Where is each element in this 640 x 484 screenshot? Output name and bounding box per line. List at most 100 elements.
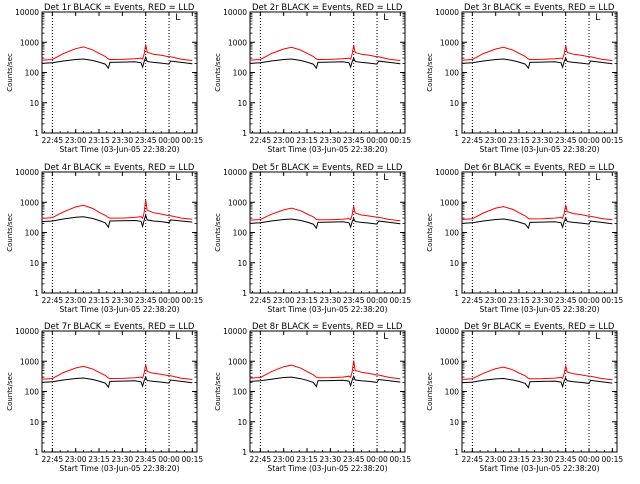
corner-mark: L <box>175 173 180 183</box>
y-tick-label: 100 <box>233 388 248 397</box>
panel-title: Det 4r BLACK = Events, RED = LLD <box>44 163 195 173</box>
x-tick-label: 22:45 <box>42 296 64 305</box>
y-axis-label: Counts/sec <box>6 53 14 92</box>
panel-title: Det 9r BLACK = Events, RED = LLD <box>464 322 615 332</box>
x-tick-label: 00:15 <box>390 296 412 305</box>
x-axis-label: Start Time (03-Jun-05 22:38:20) <box>480 305 600 314</box>
x-tick-label: 00:00 <box>578 136 600 145</box>
x-tick-label: 23:00 <box>485 296 507 305</box>
series-line-lld <box>461 45 613 61</box>
y-tick-label: 10000 <box>15 327 39 336</box>
x-tick-label: 23:15 <box>296 455 318 464</box>
x-tick-label: 00:15 <box>182 296 204 305</box>
corner-mark: L <box>383 13 388 23</box>
y-axis-label: Counts/sec <box>426 53 434 92</box>
series-line-lld <box>41 44 193 61</box>
y-axis-label: Counts/sec <box>6 372 14 411</box>
x-tick-label: 23:30 <box>320 296 342 305</box>
y-tick-label: 1000 <box>20 357 39 366</box>
x-axis-label: Start Time (03-Jun-05 22:38:20) <box>480 145 600 154</box>
x-tick-label: 23:30 <box>532 455 554 464</box>
x-tick-label: 23:00 <box>273 136 295 145</box>
y-tick-label: 10000 <box>435 168 459 177</box>
y-tick-label: 100 <box>445 388 460 397</box>
y-tick-label: 1000 <box>228 198 247 207</box>
y-tick-label: 1 <box>454 129 459 138</box>
x-tick-label: 23:45 <box>555 296 577 305</box>
y-tick-label: 10 <box>29 259 39 268</box>
x-tick-label: 00:00 <box>578 455 600 464</box>
y-tick-label: 1 <box>242 129 247 138</box>
y-tick-label: 100 <box>25 69 40 78</box>
y-tick-label: 10 <box>237 259 247 268</box>
x-axis-label: Start Time (03-Jun-05 22:38:20) <box>60 145 180 154</box>
x-axis-label: Start Time (03-Jun-05 22:38:20) <box>268 464 388 473</box>
x-tick-label: 23:45 <box>135 136 157 145</box>
x-tick-label: 00:15 <box>602 136 624 145</box>
plot-frame <box>249 330 406 453</box>
series-line-events <box>41 55 193 70</box>
y-tick-label: 10 <box>237 418 247 427</box>
panel-title: Det 7r BLACK = Events, RED = LLD <box>44 322 195 332</box>
x-axis-label: Start Time (03-Jun-05 22:38:20) <box>60 305 180 314</box>
panel-title: Det 8r BLACK = Events, RED = LLD <box>252 322 403 332</box>
y-tick-label: 1 <box>242 448 247 457</box>
series-line-events <box>41 213 193 229</box>
y-axis-label: Counts/sec <box>214 53 222 92</box>
plot-frame <box>249 171 406 294</box>
panel-title: Det 1r BLACK = Events, RED = LLD <box>44 3 195 13</box>
x-tick-label: 23:15 <box>296 136 318 145</box>
x-axis-label: Start Time (03-Jun-05 22:38:20) <box>268 145 388 154</box>
panel-title: Det 6r BLACK = Events, RED = LLD <box>464 163 615 173</box>
x-tick-label: 23:00 <box>273 455 295 464</box>
x-tick-label: 23:30 <box>320 136 342 145</box>
x-axis-label: Start Time (03-Jun-05 22:38:20) <box>60 464 180 473</box>
x-tick-label: 22:45 <box>42 455 64 464</box>
plot-frame <box>461 330 618 453</box>
series-line-lld <box>461 365 613 381</box>
x-tick-label: 23:45 <box>135 455 157 464</box>
x-tick-label: 23:00 <box>65 455 87 464</box>
y-axis-label: Counts/sec <box>426 372 434 411</box>
x-tick-label: 22:45 <box>250 455 272 464</box>
y-tick-label: 100 <box>445 69 460 78</box>
x-tick-label: 23:00 <box>65 296 87 305</box>
plot-frame <box>249 11 406 134</box>
x-tick-label: 23:45 <box>343 455 365 464</box>
x-tick-label: 23:45 <box>343 136 365 145</box>
y-tick-label: 10000 <box>15 168 39 177</box>
x-tick-label: 23:00 <box>485 136 507 145</box>
series-line-events <box>461 216 613 230</box>
y-tick-label: 10000 <box>223 168 247 177</box>
corner-mark: L <box>383 173 388 183</box>
series-line-lld <box>249 45 401 61</box>
x-tick-label: 00:15 <box>390 136 412 145</box>
x-tick-label: 23:30 <box>532 136 554 145</box>
x-tick-label: 00:15 <box>182 455 204 464</box>
x-tick-label: 23:15 <box>508 136 530 145</box>
y-tick-label: 100 <box>233 69 248 78</box>
y-tick-label: 1 <box>34 289 39 298</box>
y-tick-label: 100 <box>25 388 40 397</box>
panel-title: Det 3r BLACK = Events, RED = LLD <box>464 3 615 13</box>
x-tick-label: 23:45 <box>555 136 577 145</box>
x-tick-label: 23:15 <box>88 455 110 464</box>
y-tick-label: 10 <box>237 99 247 108</box>
x-tick-label: 23:00 <box>485 455 507 464</box>
y-tick-label: 10000 <box>223 8 247 17</box>
series-line-events <box>461 56 613 70</box>
y-tick-label: 1 <box>34 129 39 138</box>
y-tick-label: 10000 <box>435 327 459 336</box>
x-tick-label: 23:00 <box>65 136 87 145</box>
x-tick-label: 23:45 <box>343 296 365 305</box>
x-tick-label: 00:15 <box>602 296 624 305</box>
series-line-events <box>249 56 401 70</box>
panel-title: Det 5r BLACK = Events, RED = LLD <box>252 163 403 173</box>
x-tick-label: 23:45 <box>135 296 157 305</box>
